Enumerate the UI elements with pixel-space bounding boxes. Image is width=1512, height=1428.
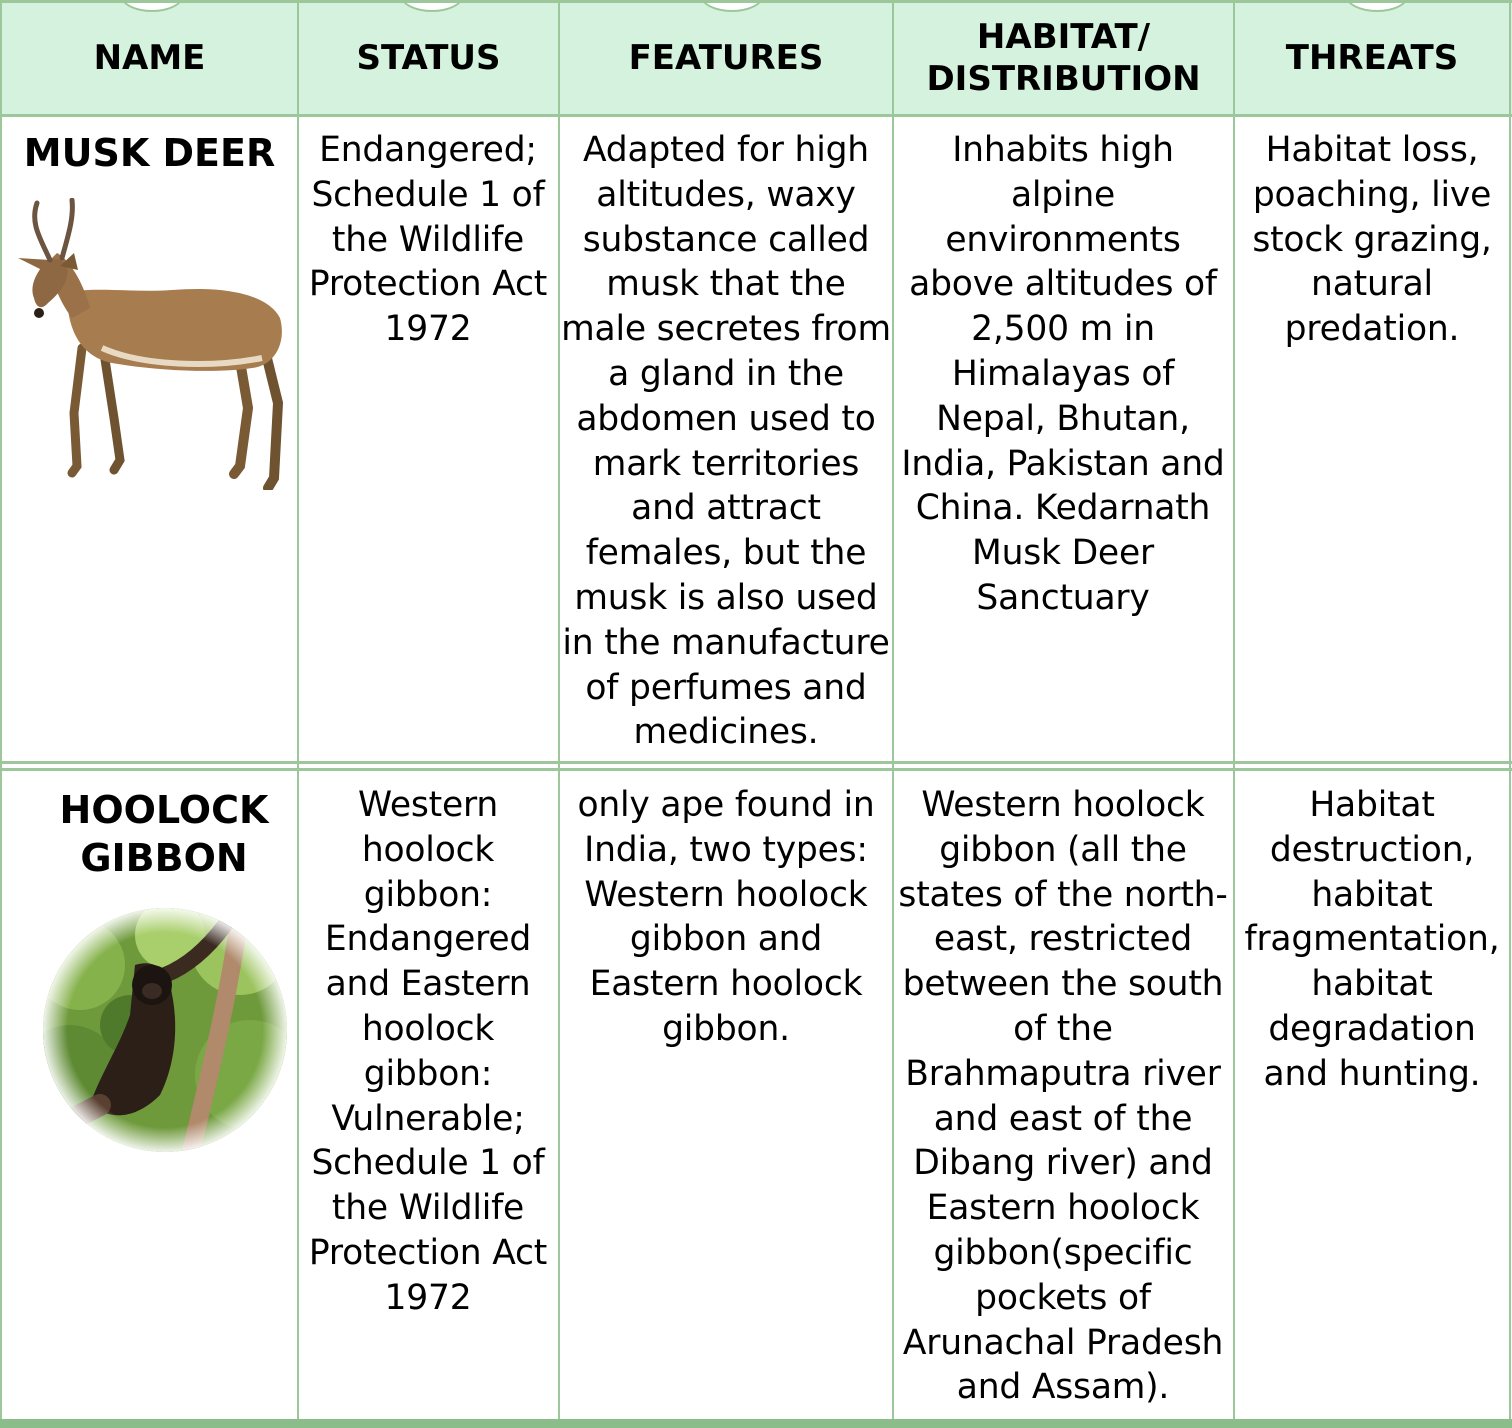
row-threats: Habitat destruction, habitat fragmentati… [1244, 785, 1500, 1094]
header-status: STATUS [356, 37, 501, 78]
header-row [0, 0, 1512, 115]
border-line [0, 0, 1512, 3]
border-line [1509, 0, 1511, 1428]
row-divider [0, 761, 1512, 764]
header-threats: THREATS [1285, 37, 1459, 78]
row-habitat: Inhabits high alpine environments above … [901, 130, 1225, 618]
row-status: Western hoolock gibbon: Endangered and E… [308, 785, 548, 1318]
deer-image [18, 198, 284, 490]
row-features: Adapted for high altitudes, waxy substan… [561, 130, 891, 753]
column-divider [558, 0, 560, 1428]
header-features: FEATURES [628, 37, 824, 78]
row-divider [0, 1419, 1512, 1428]
border-line [0, 0, 2, 1428]
row-threats: Habitat loss, poaching, live stock grazi… [1252, 130, 1492, 350]
row-name: HOOLOCK GIBBON [59, 788, 269, 880]
gibbon-image [43, 908, 287, 1152]
row-name: MUSK DEER [23, 131, 276, 175]
column-divider [1233, 0, 1235, 1428]
header-name: NAME [93, 37, 206, 78]
row-divider [0, 768, 1512, 771]
row-status: Endangered; Schedule 1 of the Wildlife P… [308, 130, 548, 350]
column-divider [892, 0, 894, 1428]
row-features: only ape found in India, two types: West… [577, 785, 875, 1049]
row-habitat: Western hoolock gibbon (all the states o… [898, 785, 1228, 1408]
header-habitat: HABITAT/ DISTRIBUTION [926, 16, 1201, 99]
column-divider [297, 0, 299, 1428]
row-divider [0, 114, 1512, 117]
